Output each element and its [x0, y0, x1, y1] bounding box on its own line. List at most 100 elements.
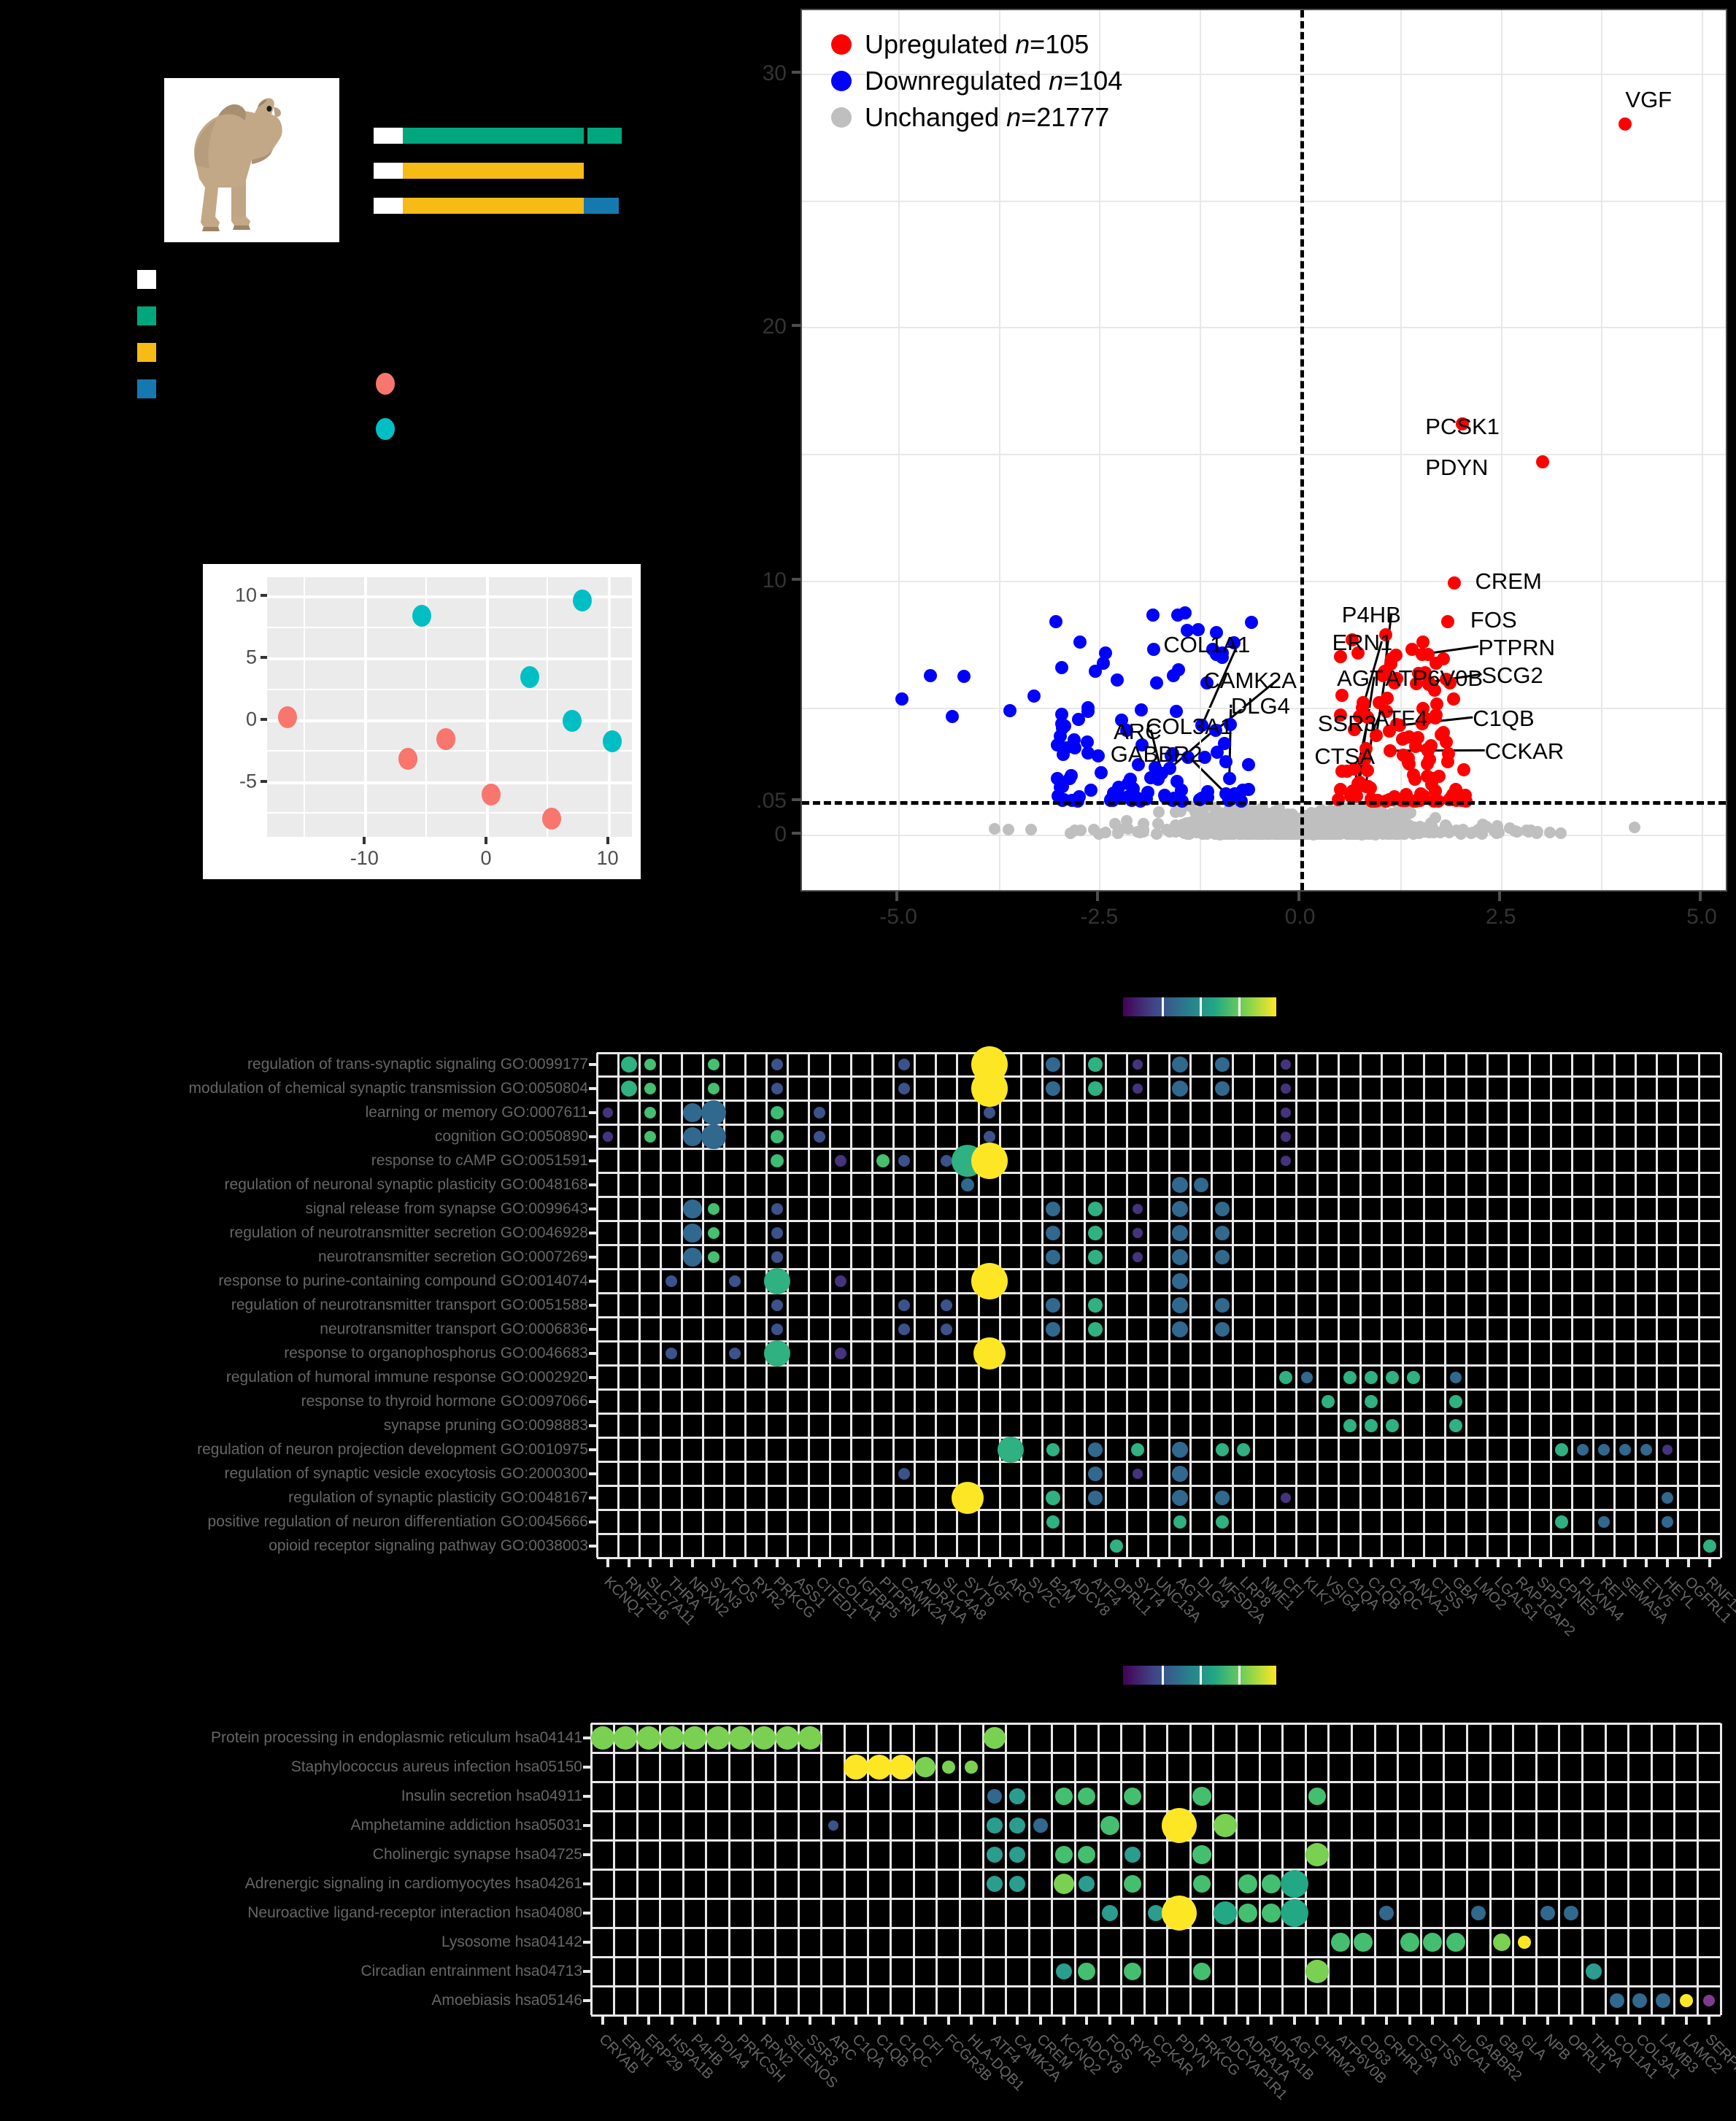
gridline	[1701, 10, 1703, 890]
dotplot-dot	[1087, 1321, 1103, 1337]
dotplot-dot	[701, 1100, 726, 1126]
dotplot-column-tick	[1666, 1558, 1670, 1567]
volcano-legend-row: Downregulated n=104	[831, 63, 1122, 99]
dotplot-dot	[1448, 1394, 1462, 1408]
dotplot-column-tick	[1327, 1558, 1330, 1567]
dotplot-dot	[898, 1155, 911, 1167]
pca-scatter-plot: -5 0 5 10 -10 0 10	[203, 564, 641, 879]
dotplot-dot	[1385, 1418, 1399, 1432]
dotplot-column-tick	[1708, 1558, 1712, 1567]
dotplot-row-label: positive regulation of neuron differenti…	[207, 1512, 588, 1530]
legend-bullet	[831, 71, 852, 91]
dotplot-gridline-h	[597, 1364, 1721, 1367]
volcano-x-tick-label: -5.0	[879, 905, 917, 929]
schematic-bar-segment	[374, 163, 403, 179]
dotplot-dot	[1215, 1298, 1230, 1313]
volcano-point	[1054, 707, 1068, 721]
dotplot-dot	[1087, 1298, 1103, 1313]
dotplot-gridline-v	[1486, 1053, 1489, 1558]
go-enrichment-dotplot	[595, 1046, 1722, 1559]
dotplot-row-tick	[589, 1423, 597, 1427]
dotplot-row-tick	[589, 1472, 597, 1475]
dotplot-gridline-v	[1592, 1053, 1595, 1558]
dotplot-dot	[971, 1070, 1008, 1108]
dotplot-dot	[1492, 1933, 1511, 1951]
volcano-point	[1155, 767, 1169, 781]
dotplot-row-label: response to organophosphorus GO:0046683	[284, 1344, 588, 1361]
dotplot-row-label: opioid receptor signaling pathway GO:003…	[269, 1537, 588, 1554]
dotplot-row-label: Amphetamine addiction hsa05031	[350, 1817, 582, 1834]
dotplot-dot	[1172, 1297, 1189, 1313]
dotplot-dot	[1172, 1177, 1189, 1194]
dotplot-gridline-h	[597, 1244, 1721, 1247]
dotplot-dot	[707, 1251, 720, 1264]
schematic-bar-segment	[584, 128, 588, 144]
dotplot-gridline-v	[680, 1053, 683, 1558]
dotplot-gridline-h	[597, 1388, 1721, 1391]
dotplot-column-tick	[877, 2015, 881, 2025]
dotplot-dot	[1087, 1081, 1103, 1097]
pca-y-tick-mark	[261, 779, 267, 783]
dotplot-column-tick	[1496, 1558, 1500, 1567]
pca-point	[603, 730, 622, 753]
dotplot-dot	[1132, 1083, 1143, 1094]
pca-point	[278, 706, 298, 728]
pca-outlier-point	[376, 418, 395, 440]
volcano-point	[1354, 805, 1366, 817]
dotplot-column-tick	[711, 1558, 715, 1567]
dotplot-column-tick	[1523, 2015, 1527, 2025]
gridline	[1199, 10, 1201, 890]
dotplot-dot	[1662, 1491, 1674, 1504]
dotplot-dot	[1385, 1370, 1399, 1384]
dotplot-column-tick	[1560, 1558, 1564, 1567]
dotplot-column-tick	[1638, 2015, 1642, 2025]
volcano-x-tick-mark	[1497, 892, 1501, 901]
volcano-point	[1447, 576, 1461, 590]
dotplot-column-tick	[1539, 1558, 1543, 1567]
dotplot-column-tick	[1432, 1558, 1436, 1567]
dotplot-dot	[1078, 1788, 1096, 1805]
dotplot-row-tick	[583, 1999, 591, 2002]
dotplot-dot	[1087, 1057, 1103, 1073]
dotplot-row-tick	[589, 1520, 597, 1523]
gridline	[898, 10, 900, 890]
dotplot-dot	[1238, 1874, 1258, 1893]
dotplot-gridline-h	[591, 1780, 1721, 1783]
dotplot-row-label: Circadian entrainment hsa04713	[360, 1963, 582, 1979]
dotplot-dot	[1172, 1273, 1189, 1290]
dotplot-dot	[1400, 1933, 1419, 1952]
dotplot-row-label: Lysosome hsa04142	[441, 1933, 582, 1950]
volcano-point	[1421, 757, 1435, 771]
volcano-y-tick-mark	[792, 70, 801, 74]
dotplot-gridline-h	[591, 1897, 1721, 1900]
dotplot-column-tick	[1008, 1558, 1012, 1567]
dotplot-dot	[770, 1130, 784, 1144]
dotplot-dot	[1215, 1490, 1230, 1505]
volcano-point	[1152, 805, 1165, 818]
dotplot-dot	[941, 1323, 953, 1335]
dotplot-column-tick	[1624, 1558, 1627, 1567]
dotplot-dot	[771, 1299, 783, 1311]
volcano-x-tick-mark	[1297, 892, 1300, 901]
volcano-legend: Upregulated n=105 Downregulated n=104 Unch…	[831, 26, 1122, 136]
volcano-point	[1050, 772, 1064, 785]
dotplot-dot	[835, 1275, 847, 1288]
dotplot-gridline-v	[998, 1053, 1001, 1558]
gridline-major	[607, 577, 611, 837]
dotplot-row-label: regulation of humoral immune response GO…	[225, 1368, 588, 1386]
dotplot-column-tick	[1263, 1558, 1267, 1567]
dotplot-dot	[1640, 1443, 1653, 1456]
dotplot-column-tick	[809, 2015, 812, 2025]
dotplot-dot	[1124, 1963, 1142, 1980]
gene-label: CAMK2A	[1203, 668, 1297, 693]
dotplot-column-tick	[1030, 1558, 1033, 1567]
dotplot-dot	[971, 1263, 1008, 1300]
gridline	[1601, 10, 1603, 890]
dotplot-row-label: Insulin secretion hsa04911	[401, 1788, 582, 1804]
volcano-point	[1619, 117, 1632, 131]
dotplot-row-label: Cholinergic synapse hsa04725	[372, 1846, 582, 1863]
dotplot-column-tick	[1200, 1558, 1203, 1567]
dotplot-row-label: signal release from synapse GO:0099643	[305, 1200, 588, 1218]
pca-plot-panel	[267, 577, 632, 837]
dotplot-dot	[1078, 1846, 1096, 1863]
